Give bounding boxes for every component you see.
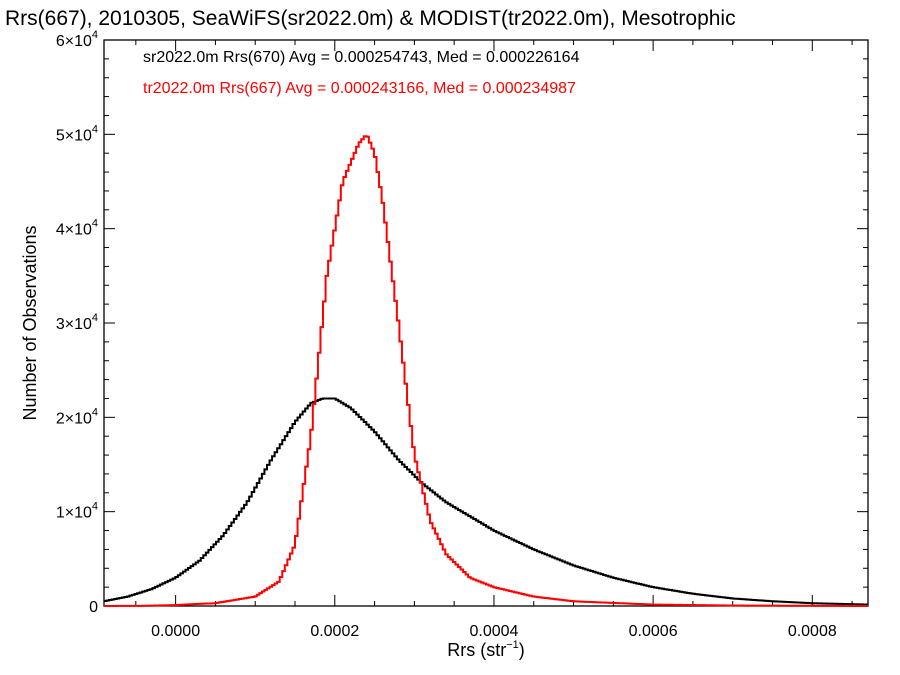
axis-ticks: 0.0000 0.0002 0.0004 0.0006 0.0008 0 1×104 2×10… [56, 29, 868, 640]
annotation-sr2022: sr2022.0m Rrs(670) Avg = 0.000254743, Me… [143, 49, 580, 66]
y-tick-label: 1×104 [56, 501, 98, 522]
x-axis-label: Rrs (str−1) [447, 639, 525, 660]
y-tick-label: 2×104 [56, 406, 98, 427]
histogram-series-0 [104, 397, 868, 606]
chart-title: Rrs(667), 2010305, SeaWiFS(sr2022.0m) & … [5, 7, 736, 30]
annotation-tr2022: tr2022.0m Rrs(667) Avg = 0.000243166, Me… [143, 80, 576, 97]
x-tick-label: 0.0004 [469, 623, 518, 640]
x-axis-label-text: Rrs (str [447, 640, 506, 660]
x-axis-label-close: ) [519, 640, 525, 660]
x-tick-label: 0.0002 [310, 623, 359, 640]
histogram-series-1 [104, 135, 868, 607]
plot-frame [103, 39, 869, 607]
series-layer [104, 135, 868, 607]
y-tick-label: 6×104 [56, 29, 98, 50]
x-tick-label: 0.0008 [788, 623, 837, 640]
x-tick-label: 0.0000 [151, 623, 200, 640]
y-tick-label: 0 [89, 599, 98, 616]
y-tick-label: 5×104 [56, 123, 98, 144]
y-tick-label: 4×104 [56, 218, 98, 239]
y-axis-label: Number of Observations [20, 225, 40, 420]
y-tick-label: 3×104 [56, 312, 98, 333]
x-tick-label: 0.0006 [629, 623, 678, 640]
x-axis-label-superscript: −1 [506, 639, 519, 651]
